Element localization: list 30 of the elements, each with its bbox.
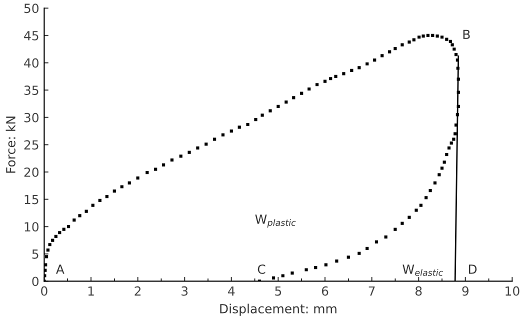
y-tick-label: 35 (24, 86, 38, 96)
y-tick-label: 50 (24, 4, 39, 14)
y-tick-label: 0 (32, 276, 39, 286)
annotation: C (258, 264, 266, 274)
x-axis-title: Displacement: mm (220, 304, 336, 316)
x-tick-label: 0 (41, 286, 48, 296)
y-tick-label: 20 (24, 167, 39, 177)
x-tick-label: 5 (275, 286, 282, 296)
annotation: W$_{elastic}$ (402, 264, 443, 276)
x-tick-label: 1 (88, 286, 94, 296)
x-tick-label: 7 (368, 286, 375, 296)
x-tick-label: 3 (182, 286, 188, 296)
annotation: A (56, 264, 64, 274)
x-tick-label: 9 (462, 286, 468, 296)
annotation: W$_{plastic}$ (255, 214, 296, 228)
x-tick-label: 4 (228, 286, 235, 296)
x-tick-label: 10 (506, 286, 520, 296)
y-tick-label: 40 (24, 58, 39, 68)
x-tick-label: 2 (134, 286, 141, 296)
annotation: D (468, 264, 477, 274)
y-tick-label: 10 (24, 222, 39, 232)
y-tick-label: 25 (24, 140, 38, 150)
x-tick-label: 8 (415, 286, 422, 296)
y-tick-label: 45 (24, 31, 38, 40)
x-tick-label: 6 (322, 286, 328, 296)
y-tick-label: 5 (32, 250, 38, 259)
annotation: B (463, 30, 470, 39)
y-tick-label: 15 (24, 194, 38, 204)
y-tick-label: 30 (24, 112, 39, 122)
y-axis-title: Force: kN (6, 116, 16, 173)
